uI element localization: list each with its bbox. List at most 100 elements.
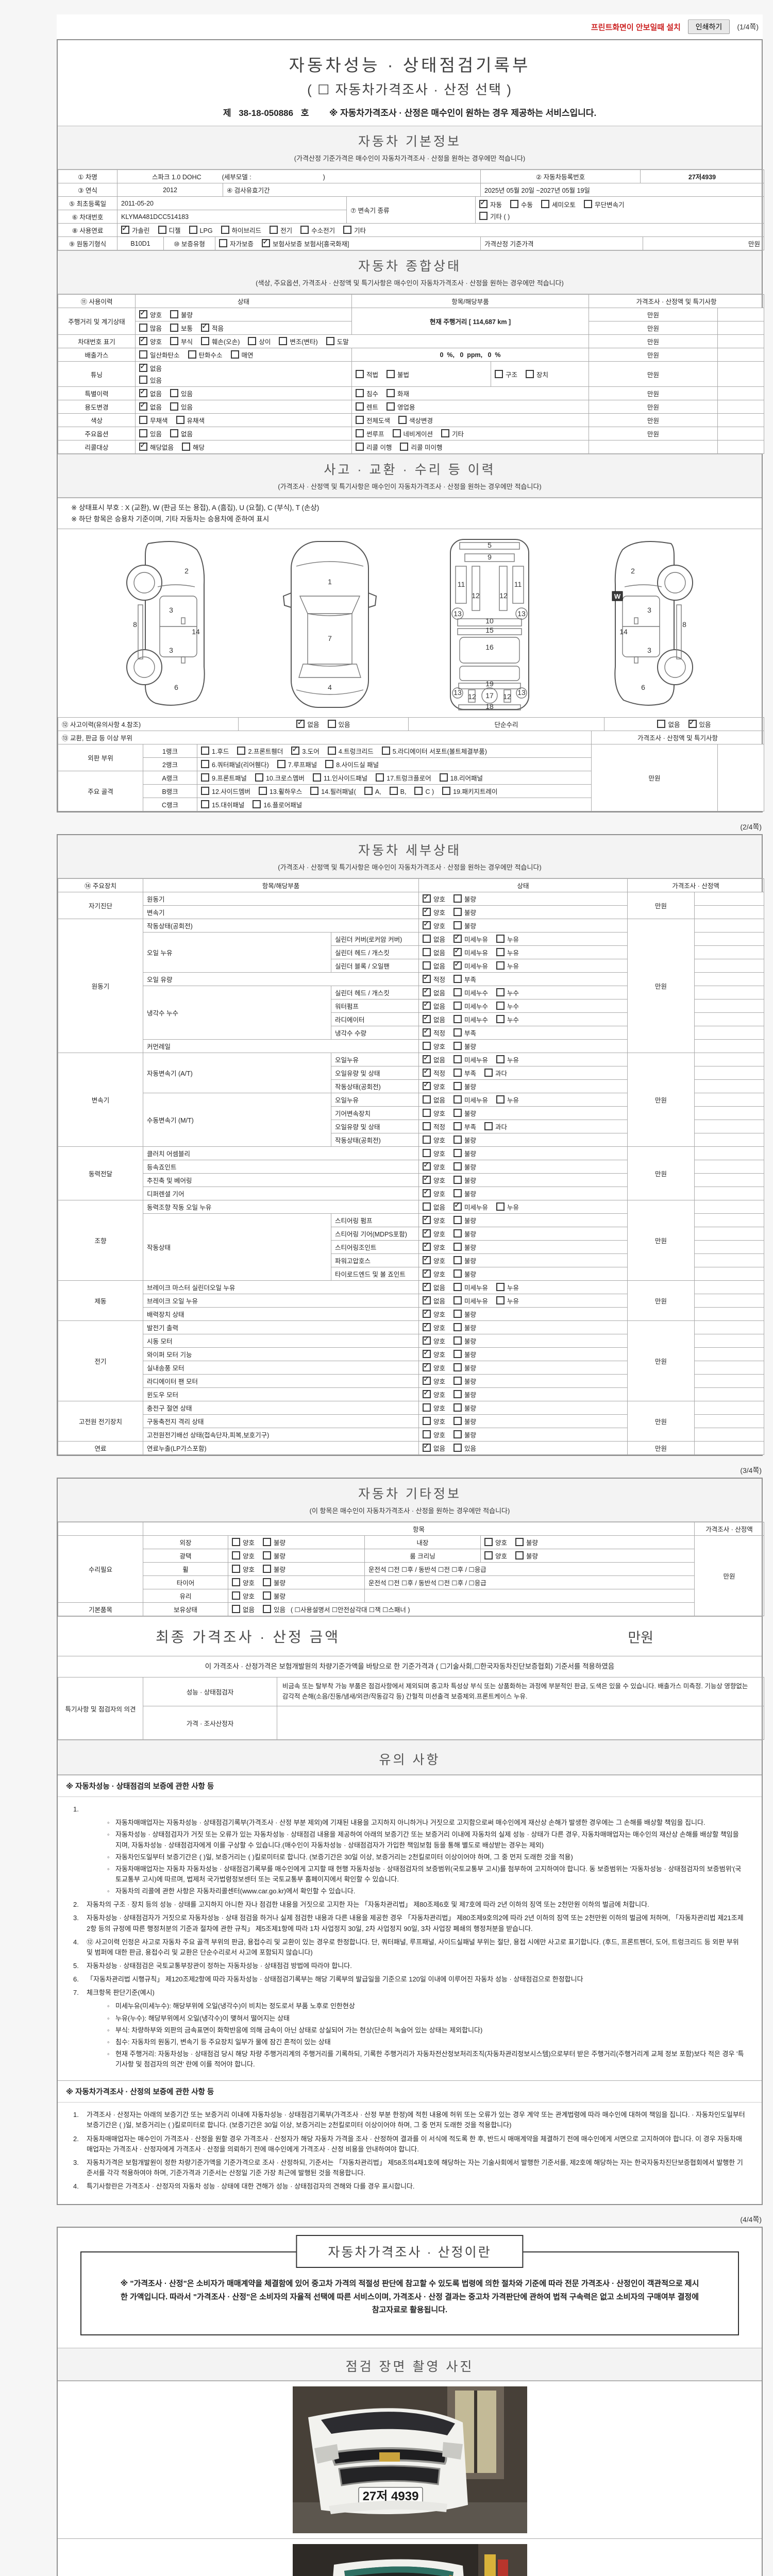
- checkbox[interactable]: 불량: [453, 1242, 476, 1252]
- checkbox-checked[interactable]: 양호: [423, 906, 445, 917]
- checkbox[interactable]: 부족: [453, 1122, 476, 1131]
- checkbox-checked[interactable]: 양호: [423, 1227, 445, 1239]
- checkbox[interactable]: 화재: [386, 388, 409, 398]
- checkbox-checked[interactable]: 가솔린: [121, 224, 150, 235]
- checkbox[interactable]: 양호: [423, 1403, 445, 1413]
- install-notice[interactable]: 프린트화면이 안보일때 설치: [591, 23, 681, 32]
- checkbox[interactable]: 불량: [453, 1108, 476, 1118]
- checkbox[interactable]: 10.크로스멤버: [255, 773, 305, 783]
- checkbox[interactable]: 불량: [453, 1229, 476, 1239]
- checkbox[interactable]: 기타: [343, 225, 366, 235]
- checkbox[interactable]: 침수: [356, 388, 378, 398]
- checkbox[interactable]: 양호: [484, 1537, 507, 1547]
- checkbox[interactable]: 불량: [453, 1162, 476, 1172]
- checkbox[interactable]: 기타 ( ): [479, 211, 510, 221]
- checkbox-checked[interactable]: 없음: [423, 1281, 445, 1292]
- checkbox[interactable]: 없음: [170, 429, 193, 438]
- checkbox[interactable]: 부족: [453, 1068, 476, 1078]
- checkbox[interactable]: 불량: [453, 1376, 476, 1386]
- checkbox[interactable]: 불량: [453, 1135, 476, 1145]
- checkbox-checked[interactable]: 양호: [423, 1361, 445, 1372]
- checkbox[interactable]: 양호: [423, 1430, 445, 1439]
- checkbox[interactable]: 유채색: [176, 415, 205, 425]
- checkbox-checked[interactable]: 보험사보증 보험사[흥국화재]: [262, 237, 349, 248]
- checkbox[interactable]: 일산화탄소: [139, 350, 180, 360]
- checkbox[interactable]: 불량: [453, 1323, 476, 1332]
- checkbox[interactable]: 불량: [453, 1389, 476, 1399]
- checkbox-checked[interactable]: 없음: [139, 387, 162, 398]
- checkbox[interactable]: 수동: [510, 199, 533, 209]
- checkbox[interactable]: 무채색: [139, 415, 168, 425]
- checkbox[interactable]: 17.트렁크플로어: [376, 773, 431, 783]
- checkbox[interactable]: 미세누유: [453, 1055, 488, 1064]
- checkbox[interactable]: 양호: [423, 1416, 445, 1426]
- checkbox-checked[interactable]: 적정: [423, 1026, 445, 1038]
- checkbox-checked[interactable]: 적음: [201, 321, 224, 333]
- checkbox[interactable]: 리콜 미이행: [400, 442, 442, 452]
- checkbox[interactable]: 불량: [263, 1578, 285, 1587]
- checkbox[interactable]: 19.패키지트레이: [442, 786, 498, 796]
- checkbox[interactable]: 부족: [453, 974, 476, 984]
- checkbox[interactable]: 기타: [441, 429, 464, 438]
- checkbox[interactable]: 2.프론트휀더: [237, 746, 283, 756]
- checkbox-checked[interactable]: 양호: [423, 1375, 445, 1386]
- checkbox-checked[interactable]: 없음: [423, 1053, 445, 1064]
- checkbox[interactable]: 불량: [453, 894, 476, 904]
- checkbox-checked[interactable]: 적정: [423, 973, 445, 984]
- checkbox[interactable]: 양호: [484, 1551, 507, 1561]
- checkbox[interactable]: 불량: [170, 310, 193, 319]
- checkbox[interactable]: 과다: [484, 1122, 507, 1131]
- checkbox[interactable]: 없음: [423, 1095, 445, 1105]
- checkbox-checked[interactable]: 3.도어: [291, 744, 320, 756]
- checkbox[interactable]: 불량: [515, 1537, 538, 1547]
- checkbox[interactable]: 누유: [496, 934, 519, 944]
- checkbox[interactable]: 디젤: [158, 225, 181, 235]
- checkbox[interactable]: 불량: [453, 1309, 476, 1319]
- checkbox[interactable]: 14.필러패널(: [310, 786, 356, 796]
- checkbox-checked[interactable]: 있음: [688, 718, 711, 729]
- checkbox[interactable]: 불량: [453, 1256, 476, 1265]
- checkbox[interactable]: 없음: [423, 961, 445, 971]
- checkbox[interactable]: 해당: [182, 442, 205, 452]
- checkbox[interactable]: 6.쿼터패널(리어휀다): [201, 759, 269, 769]
- checkbox-checked[interactable]: 양호: [423, 1334, 445, 1346]
- checkbox-checked[interactable]: 미세누유: [453, 946, 488, 957]
- checkbox[interactable]: 탄화수소: [188, 350, 223, 360]
- checkbox[interactable]: 8.사이드실 패널: [325, 759, 379, 769]
- checkbox[interactable]: 양호: [232, 1551, 255, 1561]
- checkbox[interactable]: 누유: [496, 961, 519, 971]
- checkbox[interactable]: 누유: [496, 1055, 519, 1064]
- checkbox[interactable]: 불량: [453, 1081, 476, 1091]
- print-button[interactable]: 인쇄하기: [687, 20, 730, 34]
- checkbox[interactable]: 누수: [496, 1001, 519, 1011]
- checkbox[interactable]: 변조(변타): [279, 336, 318, 346]
- checkbox[interactable]: 불량: [453, 1403, 476, 1413]
- checkbox-checked[interactable]: 양호: [423, 1388, 445, 1399]
- checkbox[interactable]: 불량: [453, 1349, 476, 1359]
- checkbox-checked[interactable]: 양호: [139, 335, 162, 346]
- checkbox[interactable]: 불량: [515, 1551, 538, 1561]
- checkbox[interactable]: 불량: [453, 1148, 476, 1158]
- checkbox-checked[interactable]: 양호: [423, 1174, 445, 1185]
- checkbox[interactable]: 상이: [248, 336, 271, 346]
- checkbox[interactable]: 양호: [232, 1537, 255, 1547]
- checkbox-checked[interactable]: 양호: [423, 1187, 445, 1198]
- checkbox-checked[interactable]: 미세누유: [453, 933, 488, 944]
- checkbox-checked[interactable]: 자동: [479, 198, 502, 209]
- checkbox[interactable]: 미세누유: [453, 1296, 488, 1306]
- checkbox[interactable]: 13.휠하우스: [258, 786, 302, 796]
- checkbox-checked[interactable]: 없음: [423, 1442, 445, 1453]
- checkbox[interactable]: 적법: [356, 369, 378, 379]
- checkbox-checked[interactable]: 양호: [423, 1241, 445, 1252]
- checkbox[interactable]: 9.프론트패널: [201, 773, 247, 783]
- checkbox-checked[interactable]: 양호: [423, 1267, 445, 1279]
- checkbox[interactable]: 누유: [496, 1095, 519, 1105]
- checkbox[interactable]: 하이브리드: [221, 225, 261, 235]
- checkbox[interactable]: 양호: [423, 1148, 445, 1158]
- checkbox[interactable]: 미세누유: [453, 1095, 488, 1105]
- checkbox[interactable]: 있음: [263, 1604, 285, 1614]
- checkbox[interactable]: 구조: [495, 369, 517, 379]
- checkbox[interactable]: C ): [414, 787, 434, 795]
- checkbox[interactable]: 부족: [453, 1028, 476, 1038]
- checkbox[interactable]: 불법: [386, 369, 409, 379]
